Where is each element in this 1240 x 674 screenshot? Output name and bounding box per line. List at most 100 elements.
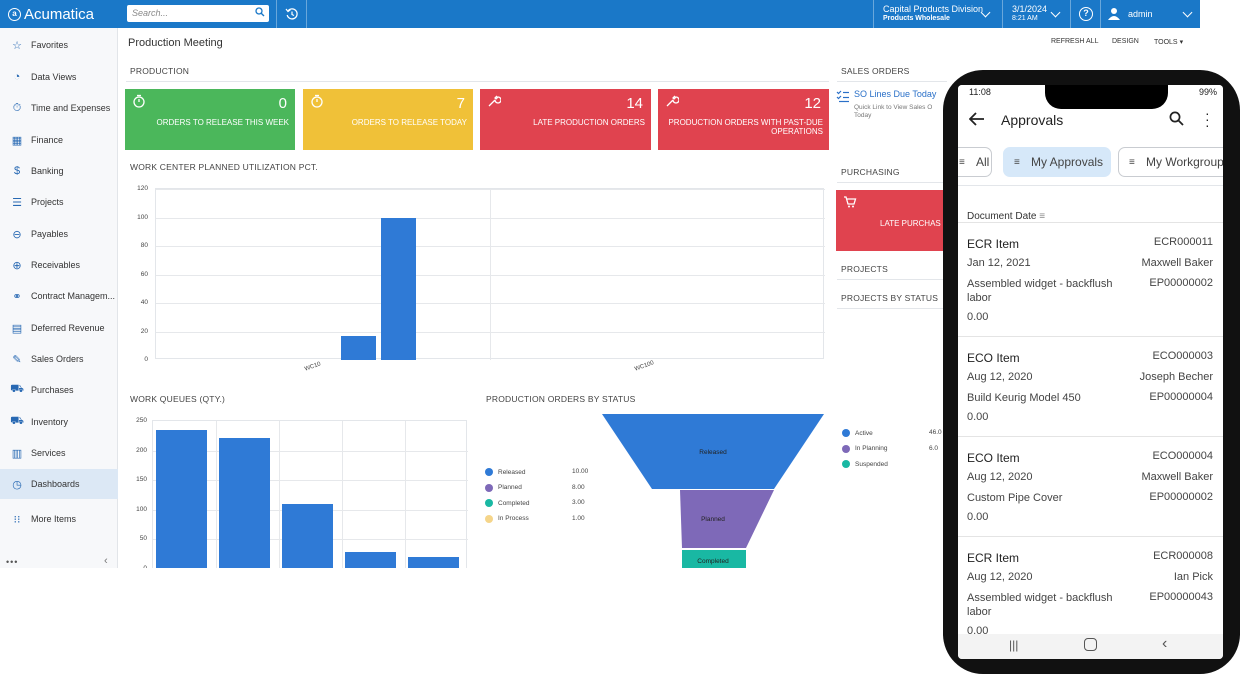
chart-bar [408, 556, 459, 568]
divider [837, 81, 947, 82]
back-arrow-icon[interactable] [969, 112, 985, 126]
y-tick-label: 200 [136, 446, 147, 454]
refresh-all-button[interactable]: REFRESH ALL [1051, 38, 1099, 45]
search-icon[interactable] [255, 7, 265, 17]
sidebar-item-time-and-expenses[interactable]: ⏱ Time and Expenses [0, 93, 118, 123]
page-title: Production Meeting [128, 37, 223, 49]
sidebar-item-banking[interactable]: $ Banking [0, 156, 118, 186]
funnel-segment [602, 414, 824, 489]
x-tick-label: WC100 [634, 360, 655, 373]
sidebar-item-label: Inventory [31, 417, 69, 427]
help-icon[interactable]: ? [1079, 7, 1093, 21]
so-lines-description-line: Today [854, 112, 872, 119]
sort-document-date[interactable]: Document Date ≡ [967, 211, 1045, 222]
sidebar-item-more-items[interactable]: ⁝⁝ More Items [0, 504, 118, 534]
funnel-label: Released [699, 449, 727, 456]
gridline [153, 480, 468, 482]
sidebar-item-payables[interactable]: ⊖ Payables [0, 219, 118, 249]
truck-icon: ⛟ [10, 415, 24, 427]
so-lines-due-today-link[interactable]: SO Lines Due Today [854, 89, 937, 99]
logo[interactable]: a Acumatica [8, 6, 94, 23]
kpi-value: 7 [456, 95, 465, 112]
card-type: ECR Item [967, 237, 1020, 251]
kpi-label: LATE PURCHAS [880, 219, 941, 228]
collapse-sidebar-icon[interactable]: ‹ [104, 555, 108, 567]
sidebar-item-data-views[interactable]: ◔ Data Views [0, 62, 118, 92]
kpi-label: ORDERS TO RELEASE TODAY [351, 118, 467, 127]
kpi-tile-orders-release-today[interactable]: 7 ORDERS TO RELEASE TODAY [303, 89, 473, 150]
divider [837, 182, 947, 183]
y-tick-label: 100 [136, 505, 147, 513]
sidebar-item-projects[interactable]: ☰ Projects [0, 187, 118, 217]
card-person: Ian Pick [1173, 571, 1213, 583]
gridline [279, 421, 280, 568]
stopwatch-icon [133, 94, 145, 108]
recent-apps-icon[interactable]: ||| [1009, 638, 1019, 652]
kpi-tile-late-purchases[interactable]: LATE PURCHAS [836, 190, 956, 251]
legend-dot [485, 468, 493, 476]
sidebar-item-deferred-revenue[interactable]: ▤ Deferred Revenue [0, 313, 118, 343]
legend-value: 1.00 [572, 514, 585, 522]
filter-chip-all[interactable]: ≡ All [958, 147, 992, 177]
dashboard-icon: ◷ [12, 478, 22, 491]
user-icon[interactable] [1108, 7, 1120, 21]
sort-label: Document Date [967, 211, 1037, 222]
sidebar-item-label: Services [31, 448, 66, 458]
business-date[interactable]: 3/1/2024 8:21 AM [1012, 4, 1047, 24]
kpi-tile-late-production-orders[interactable]: 14 LATE PRODUCTION ORDERS [480, 89, 651, 150]
approval-card[interactable]: ECO Item ECO000004 Aug 12, 2020 Maxwell … [958, 436, 1223, 536]
sidebar-item-label: Favorites [31, 40, 69, 50]
kpi-label: ORDERS TO RELEASE THIS WEEK [156, 118, 289, 127]
chevron-down-icon[interactable] [1182, 7, 1193, 18]
sales-orders-section-title: SALES ORDERS [841, 66, 910, 76]
kpi-tile-orders-release-week[interactable]: 0 ORDERS TO RELEASE THIS WEEK [125, 89, 295, 150]
sidebar-item-receivables[interactable]: ⊕ Receivables [0, 250, 118, 280]
sidebar-item-services[interactable]: ▥ Services [0, 438, 118, 468]
kpi-value: 14 [626, 95, 643, 112]
logo-text: Acumatica [24, 6, 95, 23]
star-icon: ☆ [12, 39, 22, 52]
filter-chip-my-approvals[interactable]: ≡ My Approvals [1003, 147, 1111, 177]
card-type: ECO Item [967, 351, 1020, 365]
phone-screen: 11:08 99% Approvals · · · ≡ All ≡ My Approva… [958, 85, 1223, 659]
user-name[interactable]: admin [1128, 9, 1153, 19]
sidebar-item-favorites[interactable]: ☆ Favorites [0, 30, 118, 60]
home-icon[interactable] [1084, 638, 1097, 651]
cart-icon: ⛟ [10, 383, 24, 395]
approval-card[interactable]: ECR Item ECR000011 Jan 12, 2021 Maxwell … [958, 222, 1223, 336]
filter-chip-label: All [976, 155, 990, 169]
separator [1070, 0, 1071, 28]
card-description: Assembled widget - backflush labor [967, 592, 1113, 618]
filter-chip-my-workgroup[interactable]: ≡ My Workgroup [1118, 147, 1223, 177]
sidebar-item-sales-orders[interactable]: ✎ Sales Orders [0, 344, 118, 374]
design-button[interactable]: DESIGN [1112, 38, 1139, 45]
y-tick-label: 0 [144, 356, 148, 363]
more-vert-icon[interactable]: · · · [1205, 105, 1210, 133]
separator [873, 0, 874, 28]
search-input[interactable]: Search... [127, 5, 269, 22]
branch-selector[interactable]: Capital Products Division Products Whole… [883, 4, 983, 24]
filter-icon: ≡ [959, 156, 965, 168]
legend-item: Completed [485, 499, 529, 507]
sidebar-item-purchases[interactable]: ⛟ Purchases [0, 375, 118, 405]
sidebar-item-finance[interactable]: ▦ Finance [0, 125, 118, 155]
tools-button[interactable]: TOOLS ▾ [1154, 38, 1183, 46]
grid-icon: ⁝⁝ [13, 513, 21, 526]
sidebar-item-inventory[interactable]: ⛟ Inventory [0, 407, 118, 437]
card-project: EP00000043 [1149, 591, 1213, 603]
approval-card[interactable]: ECR Item ECR000008 Aug 12, 2020 Ian Pick… [958, 536, 1223, 637]
legend-label: Completed [498, 499, 530, 507]
sidebar-item-dashboards[interactable]: ◷ Dashboards [0, 469, 118, 499]
services-icon: ▥ [11, 447, 23, 460]
legend-value: 6.0 [929, 444, 939, 452]
history-icon[interactable] [285, 7, 299, 21]
nav-back-icon[interactable]: ‹ [1162, 635, 1168, 652]
chevron-down-icon[interactable] [1050, 7, 1061, 18]
sidebar: ☆ Favorites ◔ Data Views ⏱ Time and Expense… [0, 28, 118, 568]
approval-card[interactable]: ECO Item ECO000003 Aug 12, 2020 Joseph B… [958, 336, 1223, 436]
search-icon[interactable] [1169, 111, 1184, 126]
projects-by-status-title: PROJECTS BY STATUS [841, 293, 939, 303]
sidebar-item-contract-management[interactable]: ⚭ Contract Managem... [0, 281, 118, 311]
kpi-tile-past-due-operations[interactable]: 12 PRODUCTION ORDERS WITH PAST-DUE OPERA… [658, 89, 829, 150]
more-dots[interactable]: ••• [6, 557, 19, 567]
